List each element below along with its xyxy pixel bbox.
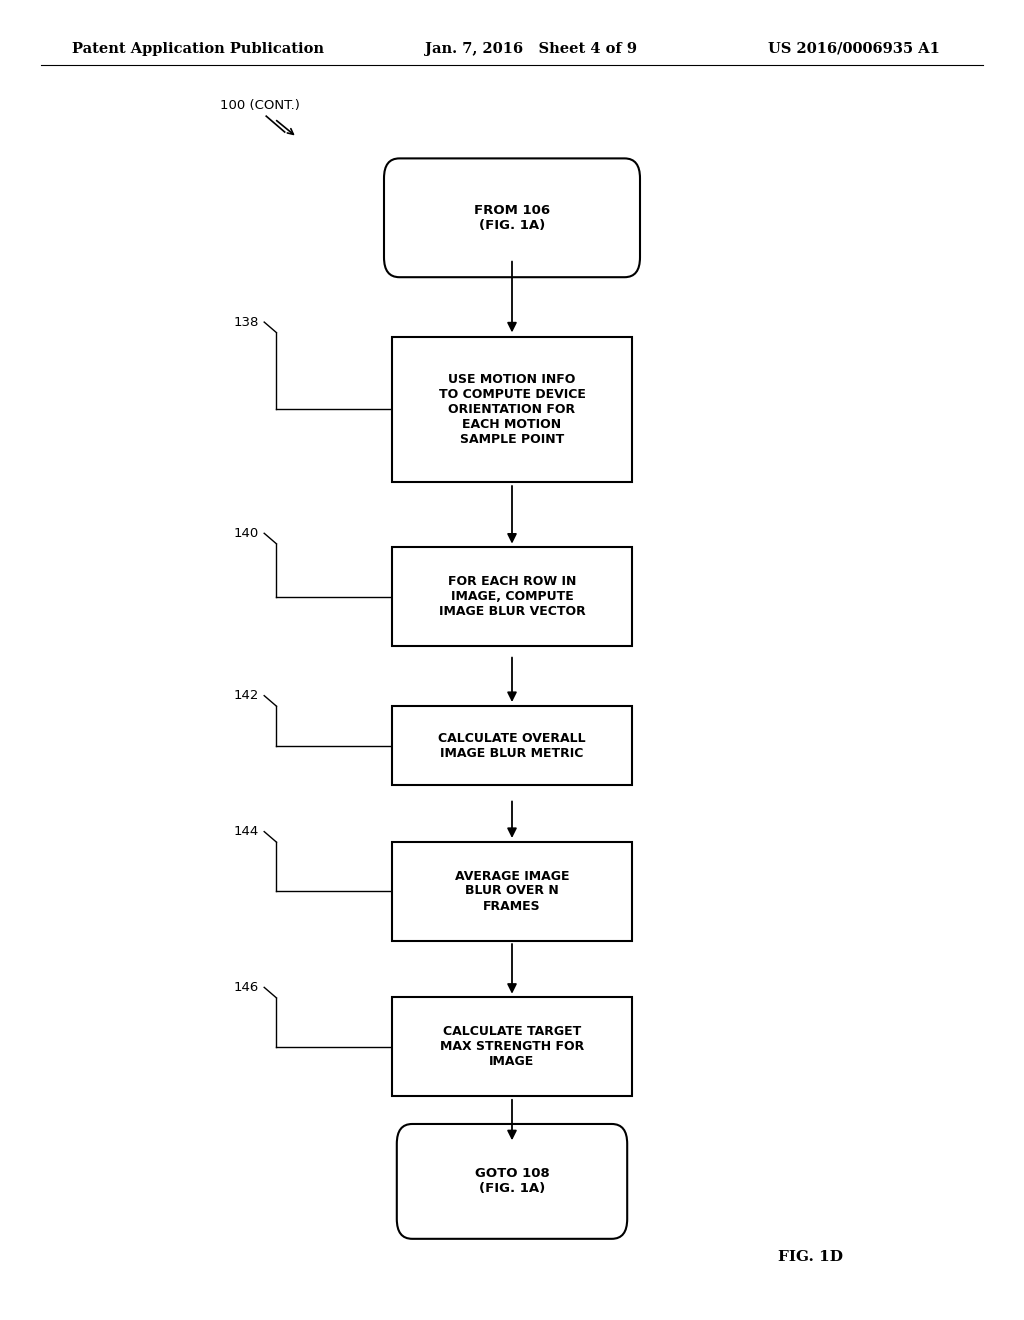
Text: FIG. 1D: FIG. 1D	[778, 1250, 843, 1263]
Text: CALCULATE OVERALL
IMAGE BLUR METRIC: CALCULATE OVERALL IMAGE BLUR METRIC	[438, 731, 586, 760]
Text: FROM 106
(FIG. 1A): FROM 106 (FIG. 1A)	[474, 203, 550, 232]
Bar	[391, 998, 632, 1096]
FancyBboxPatch shape	[396, 1125, 627, 1238]
Text: 142: 142	[233, 689, 259, 702]
Text: 138: 138	[233, 315, 259, 329]
FancyBboxPatch shape	[384, 158, 640, 277]
Text: Jan. 7, 2016   Sheet 4 of 9: Jan. 7, 2016 Sheet 4 of 9	[425, 42, 637, 55]
Text: CALCULATE TARGET
MAX STRENGTH FOR
IMAGE: CALCULATE TARGET MAX STRENGTH FOR IMAGE	[440, 1026, 584, 1068]
Text: Patent Application Publication: Patent Application Publication	[72, 42, 324, 55]
Bar	[391, 546, 632, 645]
Text: 144: 144	[233, 825, 259, 838]
Text: 100 (CONT.): 100 (CONT.)	[220, 99, 300, 112]
Bar	[391, 706, 632, 785]
Bar	[391, 842, 632, 940]
Text: US 2016/0006935 A1: US 2016/0006935 A1	[768, 42, 940, 55]
Text: 140: 140	[233, 527, 259, 540]
Bar	[391, 337, 632, 482]
Text: AVERAGE IMAGE
BLUR OVER N
FRAMES: AVERAGE IMAGE BLUR OVER N FRAMES	[455, 870, 569, 912]
Text: USE MOTION INFO
TO COMPUTE DEVICE
ORIENTATION FOR
EACH MOTION
SAMPLE POINT: USE MOTION INFO TO COMPUTE DEVICE ORIENT…	[438, 372, 586, 446]
Text: 146: 146	[233, 981, 259, 994]
Text: GOTO 108
(FIG. 1A): GOTO 108 (FIG. 1A)	[475, 1167, 549, 1196]
Text: FOR EACH ROW IN
IMAGE, COMPUTE
IMAGE BLUR VECTOR: FOR EACH ROW IN IMAGE, COMPUTE IMAGE BLU…	[438, 576, 586, 618]
